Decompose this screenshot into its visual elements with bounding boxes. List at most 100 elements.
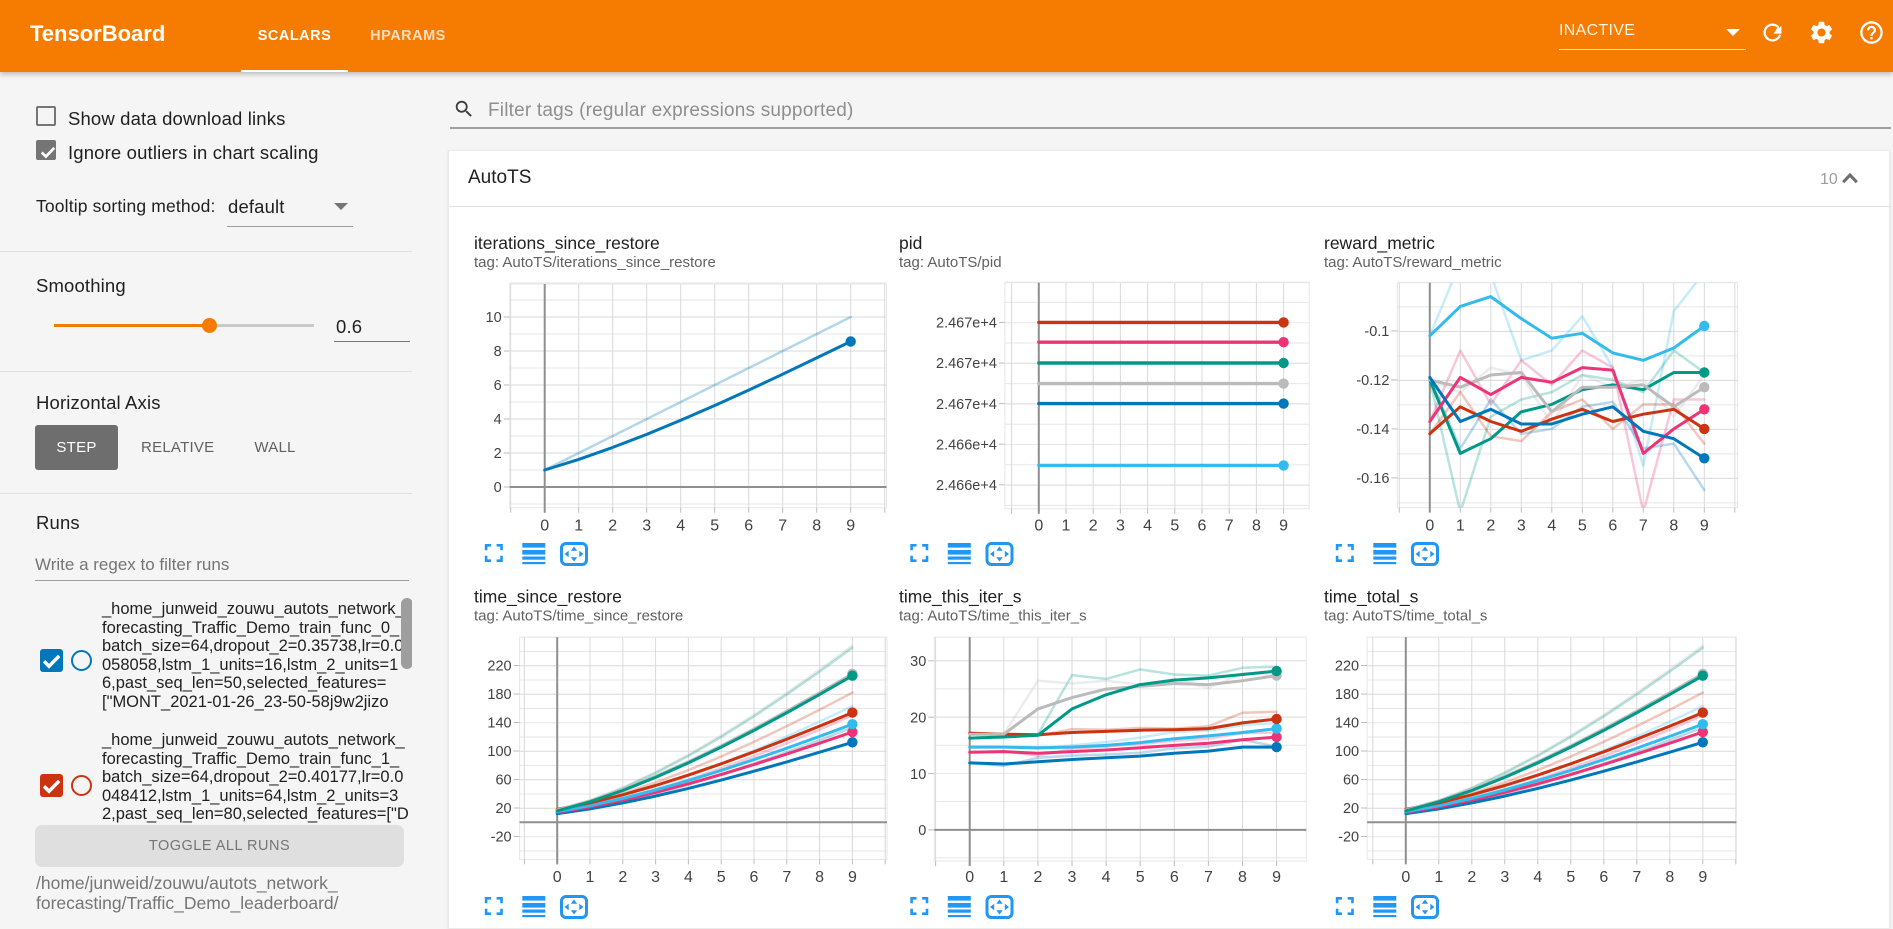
svg-text:tag: AutoTS/time_since_restore: tag: AutoTS/time_since_restore: [474, 608, 683, 625]
svg-text:5: 5: [1136, 869, 1145, 886]
svg-text:4: 4: [494, 412, 502, 428]
svg-text:3: 3: [651, 869, 660, 886]
svg-text:3: 3: [1500, 869, 1509, 886]
svg-text:7: 7: [1632, 869, 1641, 886]
svg-text:8: 8: [1238, 869, 1247, 886]
svg-text:2.467e+4: 2.467e+4: [936, 397, 997, 413]
svg-text:5: 5: [1578, 518, 1587, 535]
svg-text:1: 1: [1062, 518, 1071, 535]
svg-text:0: 0: [494, 480, 502, 496]
svg-text:4: 4: [1533, 869, 1542, 886]
svg-text:20: 20: [910, 710, 926, 726]
svg-text:220: 220: [487, 659, 511, 675]
svg-text:9: 9: [1700, 518, 1709, 535]
svg-text:3: 3: [1517, 518, 1526, 535]
svg-text:-0.1: -0.1: [1364, 324, 1389, 340]
svg-text:8: 8: [1669, 518, 1678, 535]
svg-text:6: 6: [494, 378, 502, 394]
svg-text:5: 5: [1566, 869, 1575, 886]
svg-text:4: 4: [684, 869, 693, 886]
svg-text:8: 8: [815, 869, 824, 886]
svg-text:2: 2: [1486, 518, 1495, 535]
svg-text:0: 0: [965, 869, 974, 886]
svg-text:2.466e+4: 2.466e+4: [936, 478, 997, 494]
svg-text:7: 7: [1204, 869, 1213, 886]
svg-text:3: 3: [642, 518, 651, 535]
svg-text:7: 7: [1225, 518, 1234, 535]
svg-text:iterations_since_restore: iterations_since_restore: [474, 233, 660, 254]
svg-text:2: 2: [1089, 518, 1098, 535]
svg-text:30: 30: [910, 654, 926, 670]
svg-text:8: 8: [494, 344, 502, 360]
svg-text:0: 0: [553, 869, 562, 886]
svg-text:3: 3: [1068, 869, 1077, 886]
svg-text:8: 8: [1665, 869, 1674, 886]
svg-text:time_since_restore: time_since_restore: [474, 587, 622, 608]
svg-text:20: 20: [1343, 801, 1359, 817]
svg-text:4: 4: [1143, 518, 1152, 535]
svg-text:3: 3: [1116, 518, 1125, 535]
svg-text:5: 5: [1170, 518, 1179, 535]
svg-text:20: 20: [495, 801, 511, 817]
svg-text:7: 7: [778, 518, 787, 535]
svg-text:2: 2: [1467, 869, 1476, 886]
svg-text:tag: AutoTS/time_total_s: tag: AutoTS/time_total_s: [1324, 608, 1487, 625]
svg-text:100: 100: [1335, 744, 1359, 760]
svg-text:tag: AutoTS/time_this_iter_s: tag: AutoTS/time_this_iter_s: [899, 608, 1087, 625]
svg-text:9: 9: [1698, 869, 1707, 886]
svg-text:reward_metric: reward_metric: [1324, 233, 1435, 254]
svg-text:10: 10: [486, 310, 502, 326]
svg-text:2.467e+4: 2.467e+4: [936, 356, 997, 372]
svg-text:time_total_s: time_total_s: [1324, 587, 1419, 608]
svg-text:180: 180: [487, 687, 511, 703]
svg-text:tag: AutoTS/iterations_since_r: tag: AutoTS/iterations_since_restore: [474, 254, 716, 271]
svg-text:1: 1: [1456, 518, 1465, 535]
svg-text:2: 2: [608, 518, 617, 535]
svg-text:0: 0: [1425, 518, 1434, 535]
svg-text:1: 1: [586, 869, 595, 886]
svg-text:2.466e+4: 2.466e+4: [936, 437, 997, 453]
svg-text:-20: -20: [491, 830, 512, 846]
svg-text:180: 180: [1335, 687, 1359, 703]
svg-text:-0.12: -0.12: [1356, 373, 1389, 389]
svg-text:140: 140: [487, 716, 511, 732]
svg-text:8: 8: [1252, 518, 1261, 535]
svg-text:60: 60: [1343, 773, 1359, 789]
svg-text:9: 9: [848, 869, 857, 886]
svg-text:7: 7: [782, 869, 791, 886]
svg-text:6: 6: [1608, 518, 1617, 535]
svg-text:tag: AutoTS/pid: tag: AutoTS/pid: [899, 254, 1002, 271]
svg-text:-0.16: -0.16: [1356, 471, 1389, 487]
svg-text:time_this_iter_s: time_this_iter_s: [899, 587, 1022, 608]
svg-text:2.467e+4: 2.467e+4: [936, 316, 997, 332]
svg-text:7: 7: [1639, 518, 1648, 535]
svg-text:0: 0: [540, 518, 549, 535]
svg-text:tag: AutoTS/reward_metric: tag: AutoTS/reward_metric: [1324, 254, 1502, 271]
svg-text:0: 0: [1401, 869, 1410, 886]
svg-text:6: 6: [744, 518, 753, 535]
svg-text:6: 6: [1599, 869, 1608, 886]
svg-text:60: 60: [495, 773, 511, 789]
svg-text:2: 2: [618, 869, 627, 886]
svg-text:-0.14: -0.14: [1356, 422, 1389, 438]
svg-text:140: 140: [1335, 716, 1359, 732]
svg-text:0: 0: [918, 823, 926, 839]
svg-text:2: 2: [494, 446, 502, 462]
svg-text:6: 6: [750, 869, 759, 886]
svg-text:pid: pid: [899, 233, 922, 253]
svg-text:10: 10: [910, 767, 926, 783]
svg-text:9: 9: [1272, 869, 1281, 886]
svg-text:1: 1: [574, 518, 583, 535]
svg-text:5: 5: [710, 518, 719, 535]
svg-text:9: 9: [1279, 518, 1288, 535]
svg-text:2: 2: [1033, 869, 1042, 886]
svg-text:6: 6: [1170, 869, 1179, 886]
svg-text:100: 100: [487, 744, 511, 760]
svg-text:0: 0: [1034, 518, 1043, 535]
svg-text:4: 4: [1102, 869, 1111, 886]
svg-text:9: 9: [846, 518, 855, 535]
svg-text:1: 1: [1434, 869, 1443, 886]
svg-text:4: 4: [676, 518, 685, 535]
svg-text:5: 5: [717, 869, 726, 886]
svg-text:-20: -20: [1338, 830, 1359, 846]
